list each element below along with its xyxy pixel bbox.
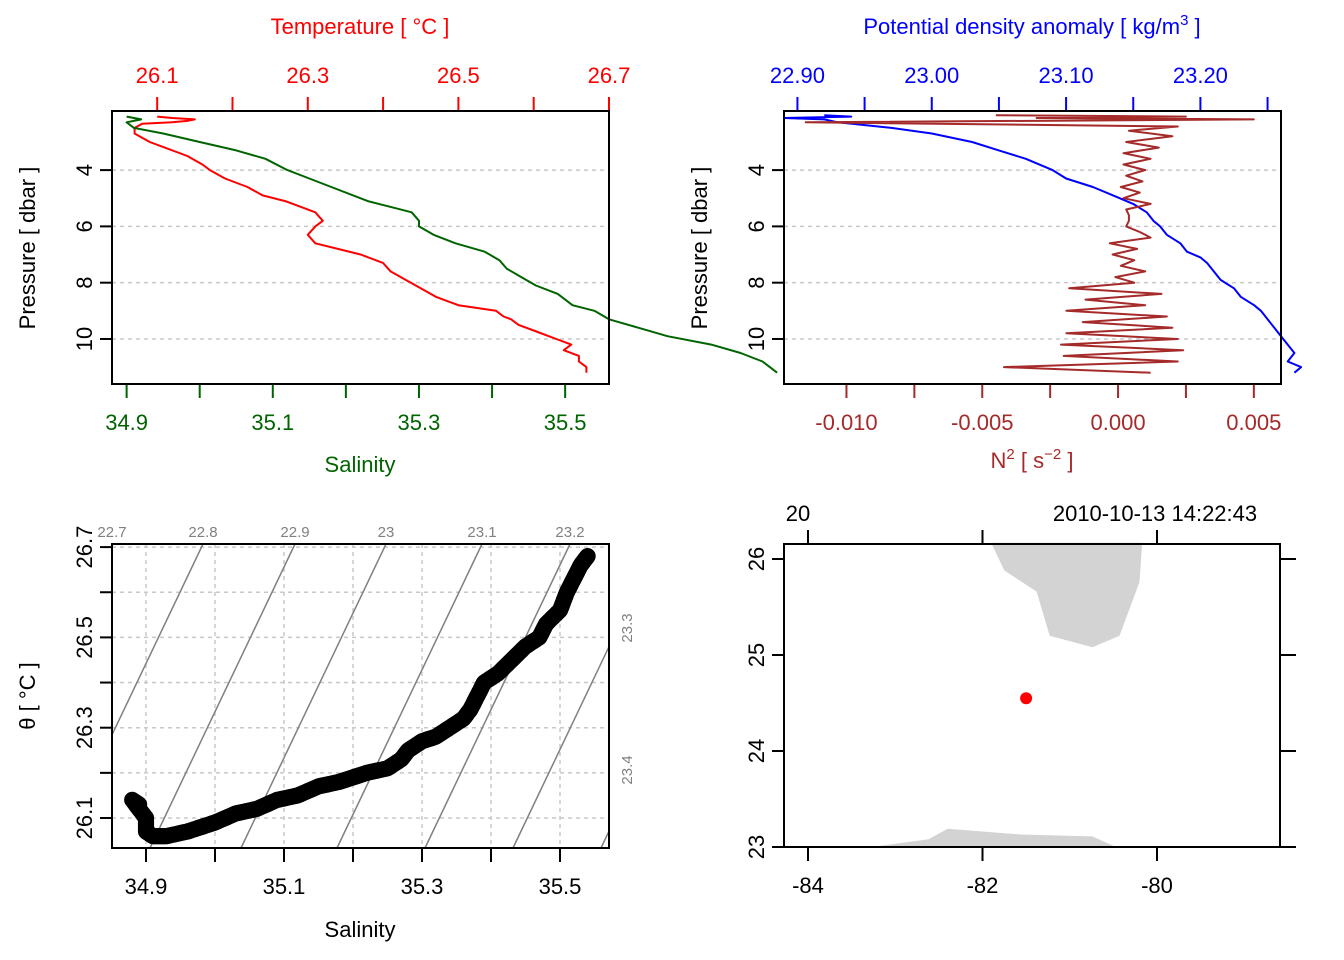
isopycnal-label: 23 [378,524,395,541]
isopycnal-label: 23.2 [555,524,584,541]
top-axis-ticks: 26.1 26.3 26.5 26.7 [136,63,631,111]
bottom-tick-label: -0.005 [951,410,1013,435]
land [871,542,1143,847]
isopycnal-line [512,646,610,849]
isopycnal-label: 22.7 [97,524,126,541]
bottom-axis-ticks: -0.010 -0.005 0.000 0.005 [815,384,1281,435]
station-time-label: 2010-10-13 14:22:43 [1053,501,1257,526]
y-tick-label: 23 [744,835,769,859]
y-tick-label: 4 [744,164,769,176]
isopycnal-lines [111,543,610,849]
isopycnal-label: 23.1 [467,524,496,541]
y-tick-label: 6 [744,220,769,232]
x-tick-label: -80 [1141,873,1173,898]
x-axis-ticks: -84 -82 -80 [792,847,1173,898]
series-line-temperature [133,115,588,373]
top-tick-label: 26.5 [437,63,480,88]
series-line-n2 [804,114,1255,374]
series-line-salinity [125,115,778,374]
x-tick-label: 35.3 [401,874,444,899]
isopycnal-labels: 22.7 22.8 22.9 23 23.1 23.2 23.3 23.4 [97,524,636,785]
top-tick-label: 22.90 [770,63,825,88]
x-tick-label: 35.5 [539,874,582,899]
isopycnal-line [336,543,483,849]
bottom-tick-label: 34.9 [105,410,148,435]
top-tick-label: 23.00 [904,63,959,88]
y-tick-label: 4 [72,164,97,176]
x-tick-label: -84 [792,873,824,898]
isopycnal-label: 23.4 [619,755,636,784]
series-line-potential-density-anomaly [783,114,1303,374]
bottom-tick-label: 35.5 [544,410,587,435]
top-axis-label: Potential density anomaly [ kg/m3 ] [863,12,1200,39]
y-tick-label: 26.5 [72,616,97,659]
station-marker [1020,692,1033,705]
x-tick-label: 34.9 [125,874,168,899]
y-axis-ticks: 23 24 25 26 [744,547,1296,859]
y-axis-ticks: 26.1 26.3 26.5 26.7 [72,526,112,840]
y-tick-label: 10 [72,327,97,351]
bottom-tick-label: -0.010 [815,410,877,435]
isopycnal-label: 22.9 [280,524,309,541]
bottom-axis-ticks: 34.9 35.1 35.3 35.5 [105,384,587,435]
top-tick-label: 23.20 [1173,63,1228,88]
top-tick-label: 23.10 [1039,63,1094,88]
bottom-tick-label: 0.000 [1091,410,1146,435]
bottom-tick-label: 35.1 [251,410,294,435]
y-tick-label: 25 [744,643,769,667]
y-axis-label: Pressure [ dbar ] [687,167,712,330]
ts-points [124,548,596,845]
y-tick-label: 8 [744,277,769,289]
x-axis-ticks: 34.9 35.1 35.3 35.5 [125,848,582,899]
top-axis-label: Temperature [ °C ] [271,14,450,39]
isopycnal-line [600,830,610,849]
y-tick-label: 10 [744,327,769,351]
ts-point [579,548,596,565]
top-tick-label: 26.1 [136,63,179,88]
top-tick-label: 26.3 [286,63,329,88]
y-tick-label: 26 [744,547,769,571]
bottom-tick-label: 0.005 [1226,410,1281,435]
isopycnal-line [111,543,204,736]
panel-ts-diagram: 34.9 35.1 35.3 35.5 26.126.326.526.7 22.7 22… [15,524,636,942]
y-tick-label: 26.7 [72,526,97,569]
isopycnal-label: 22.8 [188,524,217,541]
top-axis-ticks: 22.90 23.00 23.10 23.20 [770,63,1269,111]
plot-frame [111,110,610,385]
y-tick-label: 26.1 [72,797,97,840]
y-tick-label: 8 [72,277,97,289]
station-id-label: 20 [786,501,810,526]
isopycnal-line [149,543,296,849]
panel-density-n2-profile: Potential density anomaly [ kg/m3 ] 22.9… [687,12,1303,473]
x-tick-label: -82 [967,873,999,898]
top-axis [807,530,1158,544]
y-tick-label: 24 [744,739,769,763]
plot-frame [783,110,1282,385]
isopycnal-label: 23.3 [619,613,636,642]
y-tick-label: 26.3 [72,706,97,749]
isopycnal-line [424,543,571,849]
panel-station-map: -84 -82 -80 23 24 25 26 20 2010-10-13 14:22:4… [744,501,1296,898]
x-axis-label: Salinity [325,917,396,942]
plot-frame [111,543,610,849]
x-tick-label: 35.1 [263,874,306,899]
y-axis-ticks: 4 6 8 10 [72,164,609,351]
panel-temperature-salinity-profile: Temperature [ °C ] 26.1 26.3 26.5 26.7 34.9… [15,14,778,477]
land-polygon-north [991,542,1143,648]
y-tick-label: 6 [72,220,97,232]
y-axis-label: Pressure [ dbar ] [15,167,40,330]
top-tick-label: 26.7 [588,63,631,88]
bottom-axis-label: N2 [ s−2 ] [991,446,1074,473]
land-polygon-south [871,828,1116,847]
y-axis-ticks: 4 6 8 10 [744,164,1281,351]
series [783,114,1303,374]
bottom-axis-label: Salinity [325,452,396,477]
series [125,115,778,374]
y-axis-label: θ [ °C ] [15,662,40,729]
plot-frame [783,543,1281,848]
bottom-tick-label: 35.3 [398,410,441,435]
